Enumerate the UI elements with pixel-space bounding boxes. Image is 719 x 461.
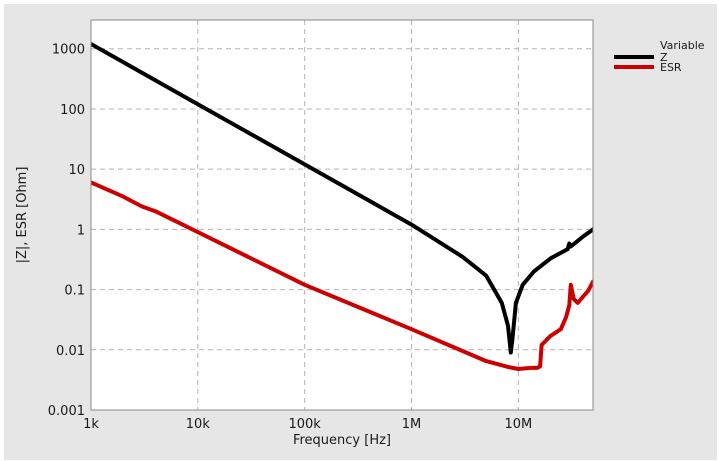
x-axis-label: Frequency [Hz]	[293, 433, 391, 448]
y-axis-label: |Z|, ESR [Ohm]	[15, 167, 30, 264]
y-tick-label: 100	[60, 103, 85, 118]
plot-frame	[90, 19, 594, 411]
y-tick-label: 1	[77, 223, 85, 238]
y-tick-label: 0.01	[56, 344, 85, 359]
chart: 1k 10k 100k 1M 10M 1000 100 10 1 0.1 0.01 0.001 Fre…	[15, 19, 705, 448]
legend-label-esr: ESR	[660, 61, 682, 74]
chart-panel: 1k 10k 100k 1M 10M 1000 100 10 1 0.1 0.01 0.001 Fre…	[4, 4, 717, 460]
gridlines	[91, 20, 593, 410]
x-tick-label: 10M	[504, 417, 532, 432]
x-tick-label: 100k	[288, 417, 321, 432]
x-tick-label: 1M	[402, 417, 422, 432]
series-lines	[91, 42, 593, 371]
y-tick-label: 1000	[52, 43, 85, 58]
tick-labels: 1k 10k 100k 1M 10M 1000 100 10 1 0.1 0.01 0.001	[48, 43, 532, 432]
y-tick-label: 0.1	[64, 284, 85, 299]
series-line-esr	[91, 180, 593, 371]
x-tick-label: 1k	[83, 417, 99, 432]
legend-title: Variable	[660, 39, 705, 52]
y-tick-label: 10	[68, 163, 85, 178]
x-tick-label: 10k	[186, 417, 211, 432]
y-tick-label: 0.001	[48, 404, 85, 419]
legend-label-z: Z	[660, 51, 668, 64]
series-line-z	[91, 42, 593, 355]
